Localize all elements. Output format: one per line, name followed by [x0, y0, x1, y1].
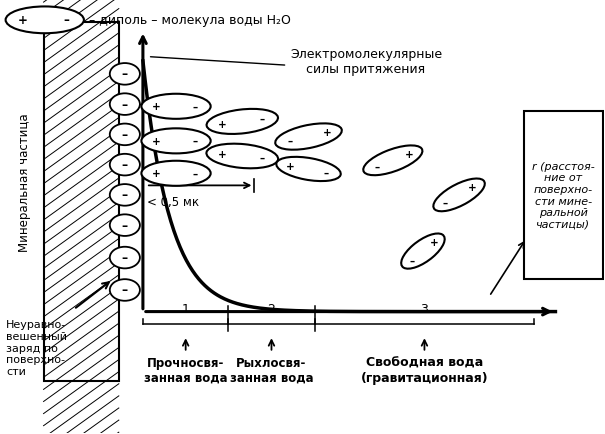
Text: –: –	[122, 219, 128, 232]
Text: –: –	[410, 256, 414, 266]
Text: +: +	[405, 149, 413, 159]
Ellipse shape	[401, 234, 445, 269]
Text: –: –	[122, 99, 128, 112]
Text: 3: 3	[420, 302, 428, 316]
Text: 1: 1	[182, 302, 189, 316]
Text: 2: 2	[267, 302, 275, 316]
Text: +: +	[152, 137, 161, 147]
Text: –: –	[122, 68, 128, 81]
Text: +: +	[218, 120, 227, 130]
Text: –: –	[287, 137, 293, 147]
FancyBboxPatch shape	[523, 112, 603, 279]
Text: –: –	[193, 137, 198, 147]
Text: Рыхлосвя-
занная вода: Рыхлосвя- занная вода	[230, 356, 313, 384]
Text: –: –	[122, 284, 128, 297]
Ellipse shape	[142, 129, 211, 154]
Text: +: +	[152, 169, 161, 179]
Circle shape	[110, 64, 140, 85]
Text: +: +	[430, 237, 438, 247]
Ellipse shape	[276, 158, 341, 182]
Text: Неуравно-
вешенный
заряд по
поверхно-
сти: Неуравно- вешенный заряд по поверхно- ст…	[6, 319, 67, 376]
Text: –: –	[122, 189, 128, 202]
Ellipse shape	[142, 95, 211, 119]
Bar	[44, 23, 119, 381]
Text: +: +	[18, 14, 28, 27]
Circle shape	[110, 124, 140, 146]
Text: –: –	[122, 159, 128, 172]
Text: +: +	[286, 161, 295, 171]
Circle shape	[110, 184, 140, 206]
Text: – диполь – молекула воды H₂O: – диполь – молекула воды H₂O	[89, 14, 290, 27]
Circle shape	[110, 155, 140, 176]
Text: –: –	[260, 154, 265, 164]
Text: Прочносвя-
занная вода: Прочносвя- занная вода	[144, 356, 227, 384]
Ellipse shape	[142, 161, 211, 186]
Text: –: –	[443, 199, 448, 209]
Ellipse shape	[433, 179, 485, 212]
Circle shape	[110, 247, 140, 269]
Circle shape	[110, 215, 140, 237]
Text: –: –	[374, 163, 379, 173]
Ellipse shape	[206, 110, 278, 135]
Circle shape	[110, 94, 140, 116]
Text: < 0,5 мк: < 0,5 мк	[147, 195, 199, 208]
Ellipse shape	[5, 7, 84, 34]
Text: –: –	[122, 251, 128, 264]
Text: +: +	[218, 150, 227, 160]
Text: –: –	[260, 115, 265, 125]
Ellipse shape	[363, 146, 422, 176]
Text: Минеральная частица: Минеральная частица	[18, 113, 31, 252]
Text: r (расстоя-
ние от
поверхно-
сти мине-
ральной
частицы): r (расстоя- ние от поверхно- сти мине- р…	[532, 161, 595, 229]
Circle shape	[110, 279, 140, 301]
Text: –: –	[122, 128, 128, 141]
Text: Свободная вода
(гравитационная): Свободная вода (гравитационная)	[361, 356, 488, 384]
Ellipse shape	[275, 124, 342, 150]
Text: +: +	[152, 102, 161, 112]
Text: Электромолекулярные
    силы притяжения: Электромолекулярные силы притяжения	[290, 48, 443, 76]
Text: +: +	[468, 182, 477, 192]
Ellipse shape	[206, 145, 278, 169]
Text: +: +	[322, 128, 332, 138]
Bar	[44, 23, 119, 381]
Text: –: –	[193, 102, 198, 112]
Text: –: –	[64, 14, 70, 27]
Text: –: –	[324, 168, 329, 178]
Text: –: –	[193, 169, 198, 179]
